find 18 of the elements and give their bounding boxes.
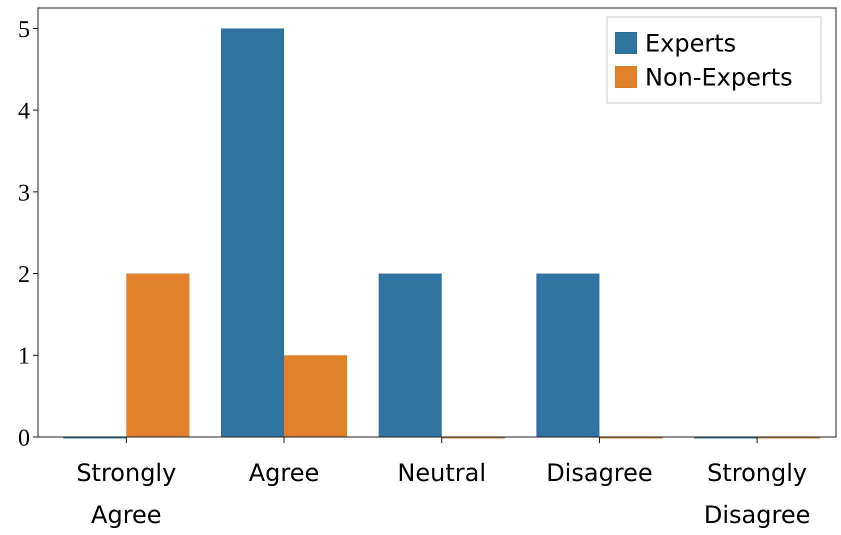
x-tick-label: Strongly Agree bbox=[76, 459, 176, 529]
bar bbox=[220, 28, 284, 437]
x-tick-label: Agree bbox=[248, 459, 320, 487]
y-tick-label: 0 bbox=[18, 425, 30, 452]
bar bbox=[378, 274, 442, 437]
y-tick-label: 3 bbox=[18, 180, 30, 206]
y-tick-label: 1 bbox=[18, 344, 30, 370]
y-tick-label: 2 bbox=[18, 262, 30, 288]
x-tick-label: Disagree bbox=[546, 459, 653, 487]
bar bbox=[126, 274, 190, 437]
x-tick-label: Neutral bbox=[397, 459, 486, 487]
legend-label: Non-Experts bbox=[645, 63, 793, 92]
x-tick-label: Strongly Disagree bbox=[704, 459, 810, 529]
bar bbox=[536, 274, 600, 437]
legend-label: Experts bbox=[645, 29, 736, 58]
y-tick-label: 5 bbox=[18, 16, 30, 43]
y-tick-label: 4 bbox=[18, 98, 30, 125]
bar bbox=[284, 355, 348, 437]
